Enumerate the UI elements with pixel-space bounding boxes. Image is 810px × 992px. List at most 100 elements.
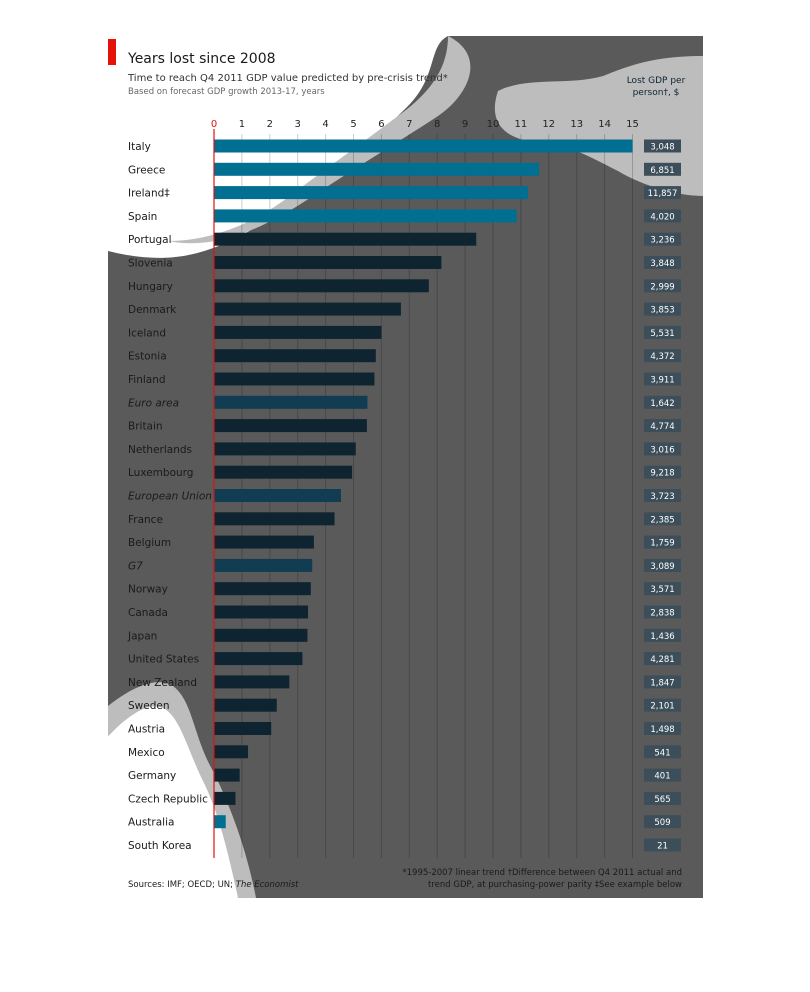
category-label: Luxembourg <box>128 467 193 479</box>
category-label: Belgium <box>128 537 171 549</box>
category-label: Mexico <box>128 747 165 759</box>
bar <box>214 372 375 386</box>
value-box <box>644 232 681 246</box>
value-label: 3,048 <box>650 143 674 153</box>
plot-area <box>213 129 681 858</box>
bar <box>214 395 368 409</box>
bar <box>214 722 272 735</box>
value-box <box>644 791 681 805</box>
value-box <box>644 372 681 386</box>
category-label: Slovenia <box>128 258 173 270</box>
value-box <box>644 279 681 293</box>
value-box <box>644 139 681 153</box>
source-plain: Sources: IMF; OECD; UN; <box>128 880 236 890</box>
value-label: 3,571 <box>650 585 674 595</box>
gray-blob-top-right <box>494 56 703 196</box>
chart-panel: Years lost since 2008 Time to reach Q4 20… <box>108 36 703 898</box>
bar <box>214 442 356 456</box>
value-label: 1,847 <box>650 678 674 688</box>
value-box <box>644 815 681 829</box>
value-label: 21 <box>657 842 668 852</box>
category-label: Norway <box>128 584 168 596</box>
value-label: 2,385 <box>650 515 674 525</box>
bar <box>214 256 442 269</box>
chart-subtitle-2: Based on forecast GDP growth 2013-17, ye… <box>128 87 325 97</box>
value-box <box>644 652 681 666</box>
bar <box>214 232 477 246</box>
right-header-line1: Lost GDP per <box>627 76 686 86</box>
category-label: South Korea <box>128 840 192 852</box>
bar <box>214 325 382 339</box>
bar <box>214 605 309 619</box>
value-box <box>644 558 681 572</box>
x-tick-label: 11 <box>515 119 528 130</box>
value-label: 2,101 <box>650 702 674 712</box>
value-box <box>644 349 681 363</box>
bar <box>214 209 517 223</box>
value-label: 3,016 <box>650 445 674 455</box>
value-label: 1,498 <box>650 725 674 735</box>
x-tick-label: 4 <box>322 119 328 130</box>
value-box <box>644 535 681 549</box>
category-label: Sweden <box>128 700 170 712</box>
x-tick-label: 3 <box>295 119 301 130</box>
category-label: G7 <box>128 560 143 572</box>
years-lost-chart: Years lost since 2008 Time to reach Q4 20… <box>108 36 703 898</box>
x-tick-label: 2 <box>267 119 273 130</box>
value-box <box>644 465 681 479</box>
bar <box>214 279 429 293</box>
value-box <box>644 302 681 316</box>
value-box <box>644 512 681 526</box>
x-tick-label: 5 <box>350 119 356 130</box>
title-accent-bar <box>108 39 116 65</box>
bar <box>214 745 249 759</box>
x-tick-label: 8 <box>434 119 440 130</box>
bar <box>214 652 303 666</box>
bar <box>214 302 401 316</box>
category-label: France <box>128 514 163 526</box>
value-box <box>644 419 681 433</box>
value-box <box>644 722 681 735</box>
value-label: 5,531 <box>650 329 674 339</box>
right-header-line2: person†, $ <box>633 88 680 98</box>
value-label: 1,642 <box>650 399 674 409</box>
value-box <box>644 698 681 712</box>
value-box <box>644 582 681 596</box>
x-tick-label: 1 <box>239 119 245 130</box>
bar <box>214 815 226 829</box>
bar <box>214 558 313 572</box>
category-label: Italy <box>128 141 151 153</box>
value-label: 2,999 <box>650 282 674 292</box>
category-label: Spain <box>128 211 157 223</box>
bar <box>214 489 341 502</box>
x-tick-label: 14 <box>598 119 611 130</box>
source-text: Sources: IMF; OECD; UN; The Economist <box>128 880 299 890</box>
chart-subtitle: Time to reach Q4 2011 GDP value predicte… <box>127 73 448 84</box>
value-box <box>644 186 681 200</box>
bar <box>214 349 376 363</box>
source-italic: The Economist <box>236 880 299 890</box>
value-label: 3,236 <box>650 236 674 246</box>
gray-blob-bottom-left <box>108 682 256 898</box>
bar <box>214 186 528 200</box>
label-layer: Years lost since 2008 Time to reach Q4 20… <box>108 39 686 890</box>
category-label: European Union <box>128 491 212 503</box>
value-box <box>644 838 681 852</box>
white-blob-bottom-left <box>108 700 238 898</box>
value-box <box>644 162 681 176</box>
x-tick-label: 6 <box>378 119 384 130</box>
value-box <box>644 325 681 339</box>
bar <box>214 675 290 689</box>
category-label: Iceland <box>128 327 166 339</box>
value-box <box>644 395 681 409</box>
category-label: Australia <box>128 817 174 829</box>
value-box <box>644 745 681 759</box>
value-label: 6,851 <box>650 166 674 176</box>
category-label: United States <box>128 654 199 666</box>
bar <box>214 465 353 479</box>
value-label: 3,723 <box>650 492 674 502</box>
value-label: 4,020 <box>650 212 674 222</box>
category-label: Netherlands <box>128 444 192 456</box>
bar <box>214 768 240 782</box>
value-label: 1,759 <box>650 539 674 549</box>
